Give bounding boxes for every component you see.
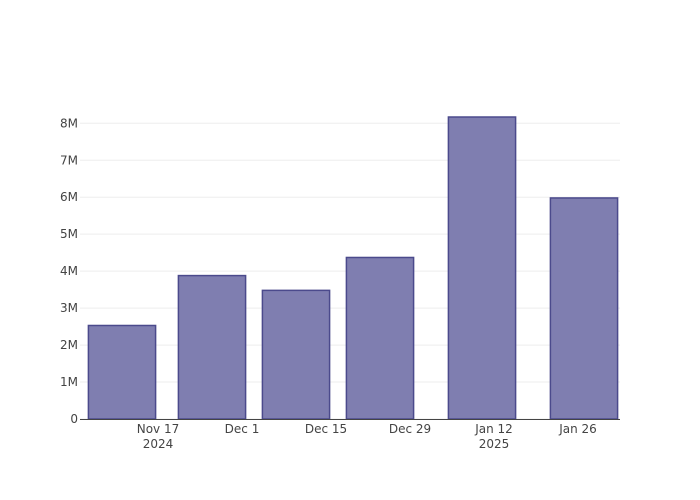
- x-tick-label-line: Jan 12: [474, 422, 513, 436]
- y-tick-label: 6M: [60, 190, 78, 204]
- x-tick-label: Dec 29: [389, 422, 431, 436]
- x-tick-label-line: Dec 29: [389, 422, 431, 436]
- y-tick-label: 3M: [60, 301, 78, 315]
- x-tick-label: Dec 1: [225, 422, 260, 436]
- y-tick-label: 7M: [60, 153, 78, 167]
- bar: [345, 256, 415, 420]
- x-tick-label: Jan 26: [558, 422, 597, 436]
- x-tick-label: Dec 15: [305, 422, 347, 436]
- y-tick-label: 0: [70, 412, 78, 426]
- x-tick-label-line: Dec 1: [225, 422, 260, 436]
- y-tick-label: 4M: [60, 264, 78, 278]
- bar: [549, 197, 619, 420]
- x-tick-label: Jan 12 2025: [474, 422, 513, 451]
- x-tick-label-line: Dec 15: [305, 422, 347, 436]
- y-tick-label: 2M: [60, 338, 78, 352]
- x-tick-label-line: 2024: [143, 437, 174, 451]
- bar: [261, 289, 331, 420]
- bar: [87, 324, 157, 420]
- y-tick-label: 5M: [60, 227, 78, 241]
- x-tick-label-line: 2025: [479, 437, 510, 451]
- x-tick-label-line: Nov 17: [137, 422, 180, 436]
- bar: [177, 274, 247, 420]
- x-tick-label-line: Jan 26: [558, 422, 597, 436]
- x-tick-label: Nov 17 2024: [137, 422, 180, 451]
- y-tick-label: 8M: [60, 116, 78, 130]
- y-tick-label: 1M: [60, 375, 78, 389]
- bar: [447, 116, 517, 420]
